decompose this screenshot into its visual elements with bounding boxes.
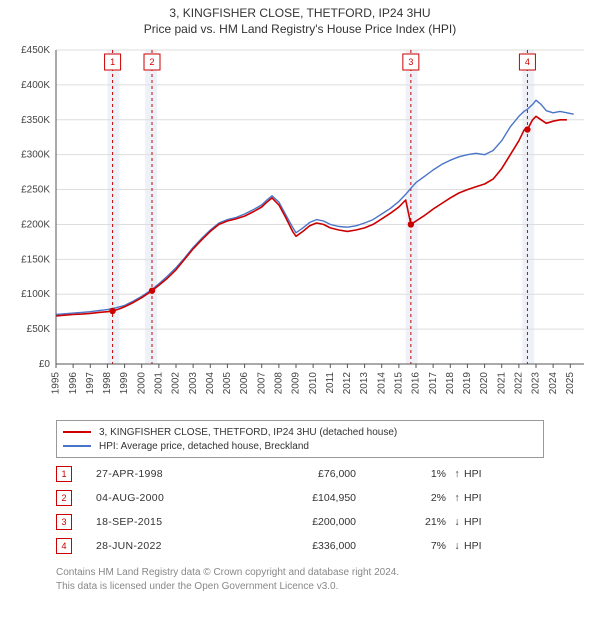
sale-badge: 4 xyxy=(56,538,72,554)
svg-text:2007: 2007 xyxy=(256,372,267,395)
sale-price: £336,000 xyxy=(246,540,356,552)
svg-text:2014: 2014 xyxy=(376,372,387,395)
svg-text:2008: 2008 xyxy=(273,372,284,395)
svg-text:2021: 2021 xyxy=(496,372,507,395)
svg-text:£400K: £400K xyxy=(21,80,50,91)
legend-swatch-blue xyxy=(63,445,91,447)
sale-date: 27-APR-1998 xyxy=(96,468,246,480)
sale-hpi-label: HPI xyxy=(464,468,504,480)
arrow-up-icon: ↑ xyxy=(450,468,464,480)
svg-text:2018: 2018 xyxy=(445,372,456,395)
svg-text:2024: 2024 xyxy=(548,372,559,395)
sale-badge: 2 xyxy=(56,490,72,506)
footer-attribution: Contains HM Land Registry data © Crown c… xyxy=(56,566,544,593)
sale-date: 04-AUG-2000 xyxy=(96,492,246,504)
sale-diff: 2% xyxy=(386,492,446,504)
sale-date: 28-JUN-2022 xyxy=(96,540,246,552)
sale-date: 18-SEP-2015 xyxy=(96,516,246,528)
sale-diff: 1% xyxy=(386,468,446,480)
svg-text:£100K: £100K xyxy=(21,289,50,300)
sale-diff: 21% xyxy=(386,516,446,528)
title-main: 3, KINGFISHER CLOSE, THETFORD, IP24 3HU xyxy=(0,6,600,20)
svg-text:2001: 2001 xyxy=(153,372,164,395)
table-row: 4 28-JUN-2022 £336,000 7% ↓ HPI xyxy=(56,534,544,558)
svg-text:£0: £0 xyxy=(39,359,51,370)
svg-text:4: 4 xyxy=(525,57,530,67)
sale-hpi-label: HPI xyxy=(464,516,504,528)
title-sub: Price paid vs. HM Land Registry's House … xyxy=(0,22,600,36)
svg-text:1997: 1997 xyxy=(85,372,96,395)
svg-text:2011: 2011 xyxy=(325,372,336,394)
legend-swatch-red xyxy=(63,431,91,433)
svg-text:£450K: £450K xyxy=(21,45,50,56)
svg-text:2012: 2012 xyxy=(342,372,353,395)
svg-text:2017: 2017 xyxy=(428,372,439,395)
sale-diff: 7% xyxy=(386,540,446,552)
svg-text:2010: 2010 xyxy=(308,372,319,395)
svg-text:£50K: £50K xyxy=(27,324,51,335)
svg-text:1999: 1999 xyxy=(119,372,130,395)
svg-text:£250K: £250K xyxy=(21,185,50,196)
sale-price: £104,950 xyxy=(246,492,356,504)
legend-row: HPI: Average price, detached house, Brec… xyxy=(63,439,537,453)
chart-svg: £0 £50K £100K £150K £200K £250K £300K £350K £400… xyxy=(10,44,590,414)
arrow-down-icon: ↓ xyxy=(450,540,464,552)
legend-row: 3, KINGFISHER CLOSE, THETFORD, IP24 3HU … xyxy=(63,425,537,439)
sale-hpi-label: HPI xyxy=(464,492,504,504)
sale-badge: 3 xyxy=(56,514,72,530)
svg-text:£350K: £350K xyxy=(21,115,50,126)
svg-text:2023: 2023 xyxy=(531,372,542,395)
svg-text:3: 3 xyxy=(408,57,413,67)
svg-text:1995: 1995 xyxy=(51,372,62,395)
svg-text:1998: 1998 xyxy=(102,372,113,395)
svg-text:£200K: £200K xyxy=(21,219,50,230)
sale-hpi-label: HPI xyxy=(464,540,504,552)
legend-label: HPI: Average price, detached house, Brec… xyxy=(99,441,309,452)
sale-badge: 1 xyxy=(56,466,72,482)
sale-price: £76,000 xyxy=(246,468,356,480)
legend-label: 3, KINGFISHER CLOSE, THETFORD, IP24 3HU … xyxy=(99,427,397,438)
arrow-up-icon: ↑ xyxy=(450,492,464,504)
svg-text:2016: 2016 xyxy=(411,372,422,395)
table-row: 2 04-AUG-2000 £104,950 2% ↑ HPI xyxy=(56,486,544,510)
svg-text:2015: 2015 xyxy=(393,372,404,395)
svg-text:2000: 2000 xyxy=(136,372,147,395)
table-row: 1 27-APR-1998 £76,000 1% ↑ HPI xyxy=(56,462,544,486)
legend: 3, KINGFISHER CLOSE, THETFORD, IP24 3HU … xyxy=(56,420,544,458)
svg-text:2019: 2019 xyxy=(462,372,473,395)
arrow-down-icon: ↓ xyxy=(450,516,464,528)
svg-text:2022: 2022 xyxy=(513,372,524,395)
sales-table: 1 27-APR-1998 £76,000 1% ↑ HPI 2 04-AUG-… xyxy=(56,462,544,558)
svg-text:2006: 2006 xyxy=(239,372,250,395)
table-row: 3 18-SEP-2015 £200,000 21% ↓ HPI xyxy=(56,510,544,534)
svg-text:2013: 2013 xyxy=(359,372,370,395)
titles: 3, KINGFISHER CLOSE, THETFORD, IP24 3HU … xyxy=(0,0,600,36)
svg-text:2003: 2003 xyxy=(188,372,199,395)
chart-area: £0 £50K £100K £150K £200K £250K £300K £350K £400… xyxy=(10,44,590,414)
svg-text:2009: 2009 xyxy=(291,372,302,395)
svg-text:1996: 1996 xyxy=(68,372,79,395)
sale-price: £200,000 xyxy=(246,516,356,528)
svg-text:£150K: £150K xyxy=(21,254,50,265)
footer-line: This data is licensed under the Open Gov… xyxy=(56,580,544,594)
svg-text:£300K: £300K xyxy=(21,150,50,161)
svg-text:1: 1 xyxy=(110,57,115,67)
svg-text:2: 2 xyxy=(149,57,154,67)
footer-line: Contains HM Land Registry data © Crown c… xyxy=(56,566,544,580)
chart-container: 3, KINGFISHER CLOSE, THETFORD, IP24 3HU … xyxy=(0,0,600,620)
svg-text:2020: 2020 xyxy=(479,372,490,395)
svg-text:2004: 2004 xyxy=(205,372,216,395)
svg-text:2025: 2025 xyxy=(565,372,576,395)
svg-text:2005: 2005 xyxy=(222,372,233,395)
svg-text:2002: 2002 xyxy=(171,372,182,395)
